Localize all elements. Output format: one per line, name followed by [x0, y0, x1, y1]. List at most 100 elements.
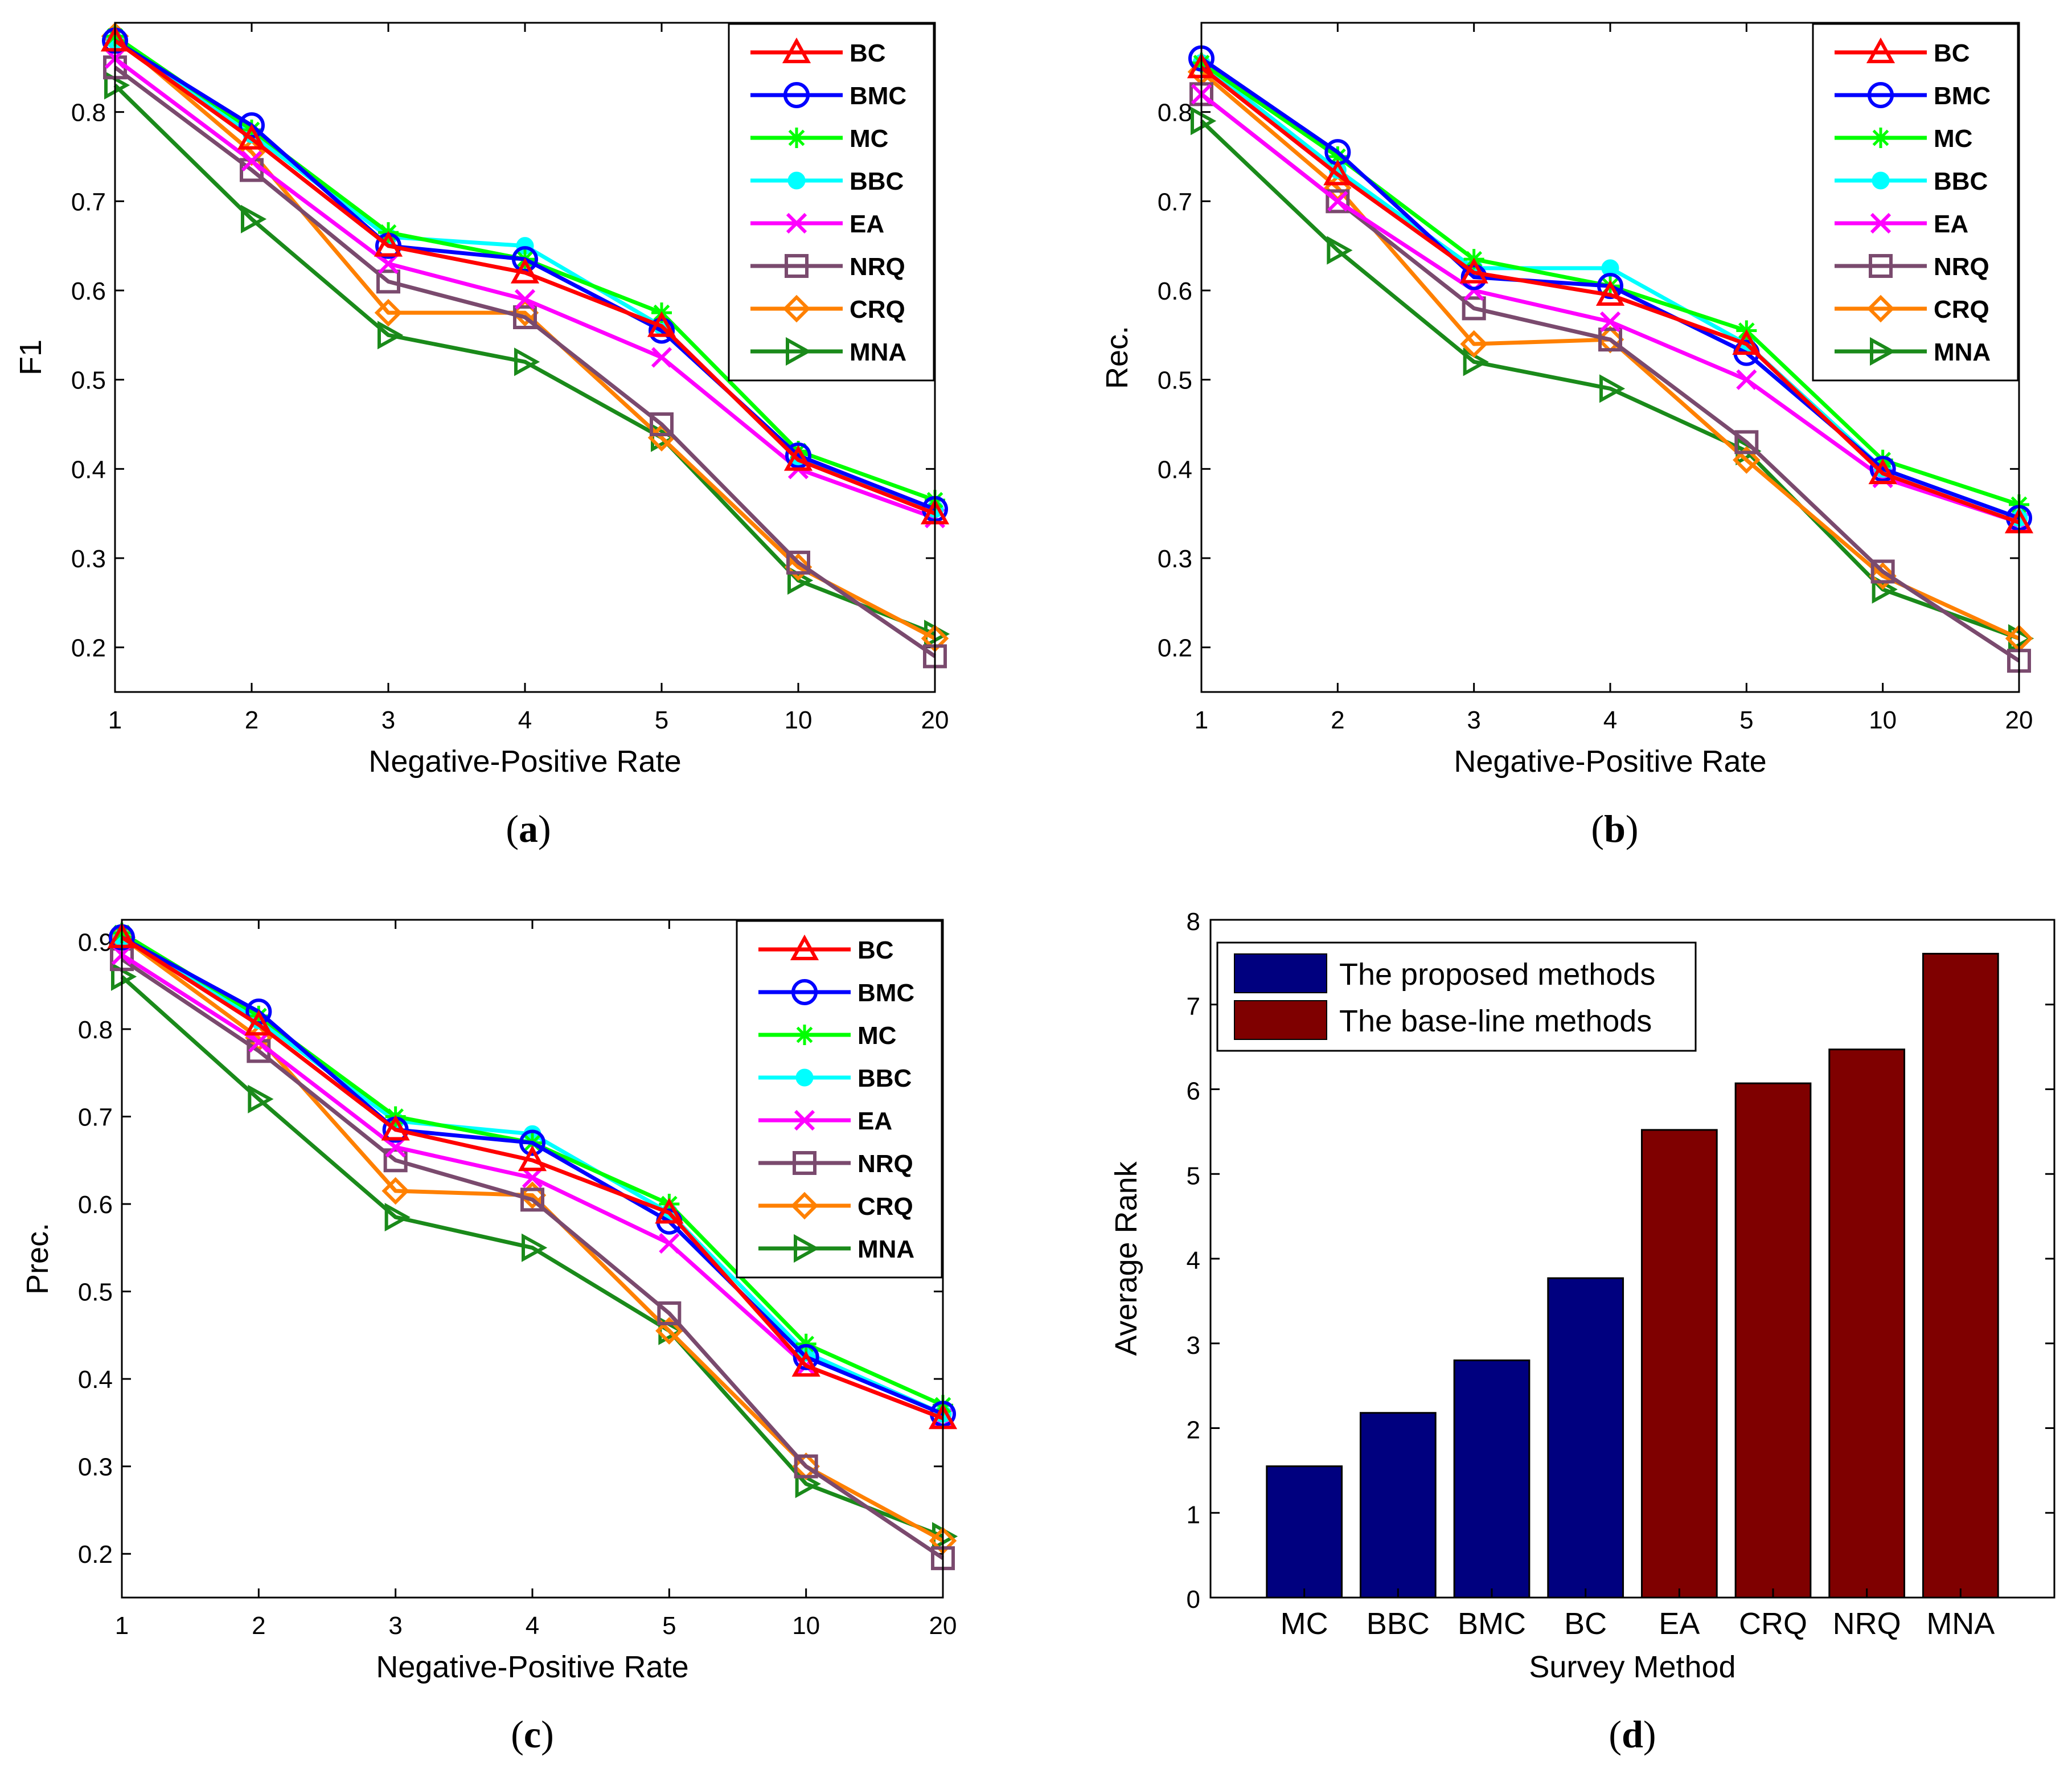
y-tick-label: 6: [1187, 1078, 1200, 1105]
legend-box: [736, 920, 943, 1279]
data-point-MNA: [522, 1233, 548, 1262]
legend-marker-MNA: [794, 1234, 820, 1263]
data-point-EA: [651, 347, 672, 368]
legend-marker-BC: [1866, 37, 1895, 63]
data-point-BC: [1595, 280, 1625, 306]
legend-marker-NRQ: [1869, 254, 1893, 278]
data-point-BC: [655, 1198, 684, 1224]
data-point-CRQ: [381, 1177, 409, 1205]
legend-marker-BMC: [791, 979, 818, 1005]
y-tick-label: 0.2: [1158, 634, 1192, 662]
data-point-CRQ: [784, 553, 813, 581]
x-tick-label: 20: [929, 1612, 957, 1640]
data-point-EA: [659, 1233, 680, 1254]
legend-marker-MNA: [1870, 337, 1896, 366]
x-tick-label: 4: [1603, 706, 1617, 734]
legend-label-NRQ: NRQ: [1934, 253, 1989, 281]
legend-label-EA: EA: [1934, 210, 1968, 238]
data-point-BMC: [1460, 264, 1487, 290]
x-axis-title: Negative-Positive Rate: [376, 1650, 688, 1684]
panel-caption: (a): [506, 807, 551, 850]
y-tick-label: 0.5: [78, 1279, 113, 1307]
data-point-EA: [522, 1167, 543, 1189]
legend-marker-EA: [794, 1109, 815, 1131]
y-tick-label: 7: [1187, 993, 1200, 1021]
caption-paren: ): [1643, 1713, 1656, 1756]
x-tick-label: 3: [1467, 706, 1480, 734]
legend-label-CRQ: CRQ: [1934, 296, 1989, 323]
legend-label-BMC: BMC: [857, 979, 914, 1007]
data-point-MNA: [1599, 374, 1626, 403]
series-line-NRQ: [121, 957, 944, 1560]
x-tick-label: 20: [921, 706, 949, 734]
y-tick-label: 0.3: [71, 545, 106, 573]
data-point-MNA: [248, 1084, 274, 1113]
data-point-BC: [1868, 458, 1897, 485]
data-point-MNA: [104, 71, 130, 100]
legend-marker-NRQ: [793, 1151, 817, 1175]
legend-label-NRQ: NRQ: [850, 253, 905, 281]
data-point-NRQ: [1462, 296, 1486, 321]
legend-marker-BMC: [783, 82, 810, 108]
legend: The proposed methods The base-line method…: [1216, 941, 1697, 1052]
legend-label-baseline: The base-line methods: [1339, 1004, 1652, 1038]
y-tick-label: 1: [1187, 1501, 1200, 1529]
legend-marker-EA: [1870, 212, 1892, 234]
data-point-EA: [241, 150, 262, 171]
x-tick-label: BMC: [1458, 1607, 1526, 1641]
data-point-BC: [244, 1010, 273, 1036]
bar-BC: [1547, 1277, 1624, 1599]
x-tick-label: 10: [1869, 706, 1897, 734]
x-tick-label: 4: [526, 1612, 539, 1640]
data-point-MNA: [1872, 575, 1898, 604]
legend: BC BMC MC BBC EA NRQ CRQ MNA: [736, 920, 943, 1279]
panel-b-line-chart: 1 2 3 4 5 10 20 0.2 0.3 0.4 0.5 0.6 0.7 0.8 BC BMC MC BBC…: [1100, 22, 2034, 850]
data-point-NRQ: [1326, 189, 1350, 214]
caption-paren: (: [506, 807, 519, 850]
y-tick-label: 0.6: [78, 1191, 113, 1219]
x-tick-label: 5: [1739, 706, 1753, 734]
bar-CRQ: [1734, 1082, 1812, 1599]
y-tick-label: 0.6: [1158, 277, 1192, 305]
legend-label-BBC: BBC: [850, 167, 904, 195]
legend-label-NRQ: NRQ: [857, 1150, 913, 1178]
bar-MC: [1266, 1465, 1343, 1599]
data-point-BC: [510, 257, 540, 284]
legend: BC BMC MC BBC EA NRQ CRQ MNA: [728, 23, 935, 382]
data-point-BMC: [649, 317, 675, 344]
y-tick-label: 8: [1187, 908, 1200, 936]
bar-BBC: [1359, 1412, 1437, 1599]
legend-marker-BBC: [1872, 171, 1890, 190]
y-tick-label: 0.8: [71, 99, 106, 127]
x-tick-label: MNA: [1926, 1607, 1995, 1641]
series-line-NRQ: [113, 65, 936, 658]
x-axis-title: Survey Method: [1529, 1650, 1735, 1684]
y-tick-label: 0.3: [1158, 545, 1192, 573]
x-tick-label: 2: [252, 1612, 265, 1640]
x-tick-label: EA: [1659, 1607, 1700, 1641]
data-point-MNA: [241, 204, 267, 234]
data-point-BC: [1732, 329, 1761, 355]
legend-marker-MC: [1870, 128, 1891, 148]
caption-paren: (: [1591, 807, 1604, 850]
legend-marker-EA: [786, 212, 807, 234]
series-line-BC: [113, 39, 936, 515]
data-point-CRQ: [1460, 330, 1488, 358]
y-tick-label: 0.3: [78, 1453, 113, 1481]
data-point-BC: [1459, 257, 1488, 284]
x-tick-label: CRQ: [1739, 1607, 1807, 1641]
legend-marker-NRQ: [785, 254, 809, 278]
caption-letter: d: [1622, 1713, 1643, 1756]
data-point-MNA: [384, 1202, 411, 1232]
bar-EA: [1640, 1129, 1718, 1599]
legend-marker-BC: [782, 37, 811, 63]
data-point-BC: [783, 445, 813, 471]
x-tick-label: 10: [792, 1612, 820, 1640]
series-line-BC: [121, 935, 944, 1420]
y-tick-label: 0.5: [1158, 367, 1192, 395]
legend-marker-MNA: [786, 337, 812, 366]
data-point-CRQ: [1733, 446, 1761, 474]
y-axis-title: Prec.: [20, 1223, 55, 1295]
data-point-MC: [1327, 146, 1348, 167]
data-point-CRQ: [374, 298, 403, 327]
